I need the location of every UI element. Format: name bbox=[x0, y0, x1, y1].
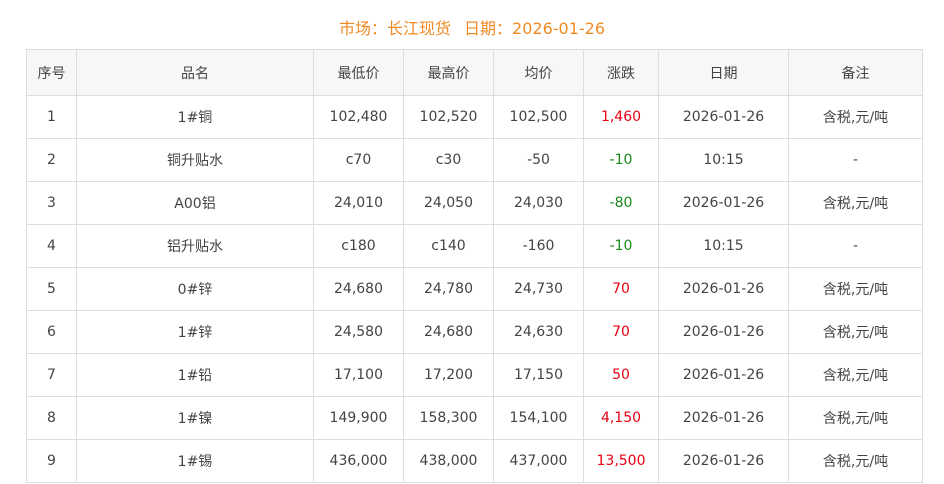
cell-no: 6 bbox=[26, 310, 77, 354]
cell-name: 1#锡 bbox=[76, 439, 314, 483]
cell-date: 10:15 bbox=[658, 138, 789, 182]
cell-high: 24,050 bbox=[403, 181, 494, 225]
table-row: 9 1#锡 436,000 438,000 437,000 13,500 2026-01-2… bbox=[26, 439, 923, 483]
cell-avg: 17,150 bbox=[493, 353, 584, 397]
cell-low: c70 bbox=[313, 138, 404, 182]
cell-note: 含税,元/吨 bbox=[788, 396, 923, 440]
cell-avg: 24,030 bbox=[493, 181, 584, 225]
cell-avg: 437,000 bbox=[493, 439, 584, 483]
cell-low: 149,900 bbox=[313, 396, 404, 440]
table-row: 7 1#铅 17,100 17,200 17,150 50 2026-01-26 含税,元/吨 bbox=[26, 353, 923, 397]
cell-date: 10:15 bbox=[658, 224, 789, 268]
table-header-row: 序号 品名 最低价 最高价 均价 涨跌 日期 备注 bbox=[26, 49, 923, 96]
cell-change: -10 bbox=[583, 138, 659, 182]
cell-high: c30 bbox=[403, 138, 494, 182]
cell-note: 含税,元/吨 bbox=[788, 267, 923, 311]
cell-high: 17,200 bbox=[403, 353, 494, 397]
column-header-no: 序号 bbox=[26, 49, 77, 96]
cell-low: 436,000 bbox=[313, 439, 404, 483]
cell-name: 0#锌 bbox=[76, 267, 314, 311]
cell-low: 24,580 bbox=[313, 310, 404, 354]
cell-avg: 102,500 bbox=[493, 95, 584, 139]
table-row: 3 A00铝 24,010 24,050 24,030 -80 2026-01-26 含税,元… bbox=[26, 181, 923, 225]
cell-no: 8 bbox=[26, 396, 77, 440]
table-row: 6 1#锌 24,580 24,680 24,630 70 2026-01-26 含税,元/吨 bbox=[26, 310, 923, 354]
cell-change: -10 bbox=[583, 224, 659, 268]
table-row: 4 铝升贴水 c180 c140 -160 -10 10:15- bbox=[26, 224, 923, 268]
column-header-name: 品名 bbox=[76, 49, 314, 96]
cell-name: 铝升贴水 bbox=[76, 224, 314, 268]
cell-high: 24,680 bbox=[403, 310, 494, 354]
cell-no: 7 bbox=[26, 353, 77, 397]
column-header-note: 备注 bbox=[788, 49, 923, 96]
cell-note: 含税,元/吨 bbox=[788, 95, 923, 139]
cell-avg: -160 bbox=[493, 224, 584, 268]
cell-change: 70 bbox=[583, 310, 659, 354]
cell-name: A00铝 bbox=[76, 181, 314, 225]
page-title: 市场：长江现货 日期：2026-01-26 bbox=[0, 15, 944, 39]
cell-low: 24,680 bbox=[313, 267, 404, 311]
cell-name: 1#铜 bbox=[76, 95, 314, 139]
date-label: 日期：2026-01-26 bbox=[464, 19, 606, 38]
cell-name: 1#锌 bbox=[76, 310, 314, 354]
cell-avg: 154,100 bbox=[493, 396, 584, 440]
cell-note: - bbox=[788, 224, 923, 268]
cell-no: 2 bbox=[26, 138, 77, 182]
cell-change: 4,150 bbox=[583, 396, 659, 440]
cell-note: - bbox=[788, 138, 923, 182]
cell-no: 5 bbox=[26, 267, 77, 311]
cell-no: 9 bbox=[26, 439, 77, 483]
cell-avg: -50 bbox=[493, 138, 584, 182]
cell-no: 1 bbox=[26, 95, 77, 139]
cell-note: 含税,元/吨 bbox=[788, 353, 923, 397]
table-row: 5 0#锌 24,680 24,780 24,730 70 2026-01-26 含税,元/吨 bbox=[26, 267, 923, 311]
cell-date: 2026-01-26 bbox=[658, 439, 789, 483]
column-header-avg: 均价 bbox=[493, 49, 584, 96]
cell-high: 24,780 bbox=[403, 267, 494, 311]
cell-change: 50 bbox=[583, 353, 659, 397]
cell-name: 1#铅 bbox=[76, 353, 314, 397]
cell-low: c180 bbox=[313, 224, 404, 268]
cell-low: 24,010 bbox=[313, 181, 404, 225]
price-table: 序号 品名 最低价 最高价 均价 涨跌 日期 备注 1 1#铜 102,480 102,520 102… bbox=[26, 49, 923, 483]
cell-note: 含税,元/吨 bbox=[788, 181, 923, 225]
cell-avg: 24,630 bbox=[493, 310, 584, 354]
cell-change: 13,500 bbox=[583, 439, 659, 483]
cell-name: 1#镍 bbox=[76, 396, 314, 440]
cell-date: 2026-01-26 bbox=[658, 95, 789, 139]
cell-change: 70 bbox=[583, 267, 659, 311]
table-row: 1 1#铜 102,480 102,520 102,500 1,460 2026-01-26… bbox=[26, 95, 923, 139]
cell-high: c140 bbox=[403, 224, 494, 268]
cell-low: 17,100 bbox=[313, 353, 404, 397]
cell-no: 3 bbox=[26, 181, 77, 225]
column-header-date: 日期 bbox=[658, 49, 789, 96]
cell-high: 102,520 bbox=[403, 95, 494, 139]
cell-high: 438,000 bbox=[403, 439, 494, 483]
column-header-high: 最高价 bbox=[403, 49, 494, 96]
cell-note: 含税,元/吨 bbox=[788, 310, 923, 354]
cell-high: 158,300 bbox=[403, 396, 494, 440]
table-row: 8 1#镍 149,900 158,300 154,100 4,150 2026-01-26… bbox=[26, 396, 923, 440]
cell-date: 2026-01-26 bbox=[658, 267, 789, 311]
cell-date: 2026-01-26 bbox=[658, 181, 789, 225]
column-header-low: 最低价 bbox=[313, 49, 404, 96]
cell-name: 铜升贴水 bbox=[76, 138, 314, 182]
cell-change: 1,460 bbox=[583, 95, 659, 139]
cell-avg: 24,730 bbox=[493, 267, 584, 311]
cell-change: -80 bbox=[583, 181, 659, 225]
column-header-change: 涨跌 bbox=[583, 49, 659, 96]
cell-date: 2026-01-26 bbox=[658, 396, 789, 440]
cell-no: 4 bbox=[26, 224, 77, 268]
cell-date: 2026-01-26 bbox=[658, 310, 789, 354]
cell-date: 2026-01-26 bbox=[658, 353, 789, 397]
cell-note: 含税,元/吨 bbox=[788, 439, 923, 483]
market-label: 市场：长江现货 bbox=[338, 19, 451, 38]
cell-low: 102,480 bbox=[313, 95, 404, 139]
table-row: 2 铜升贴水 c70 c30 -50 -10 10:15- bbox=[26, 138, 923, 182]
